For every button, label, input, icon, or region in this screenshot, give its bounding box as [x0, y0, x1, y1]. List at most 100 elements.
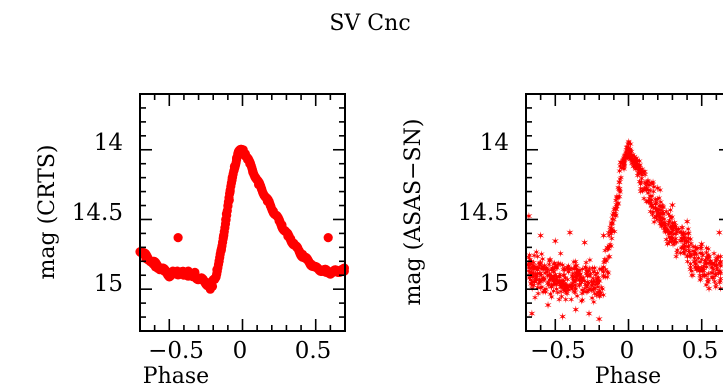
asassn-data-point: ✶ [562, 295, 570, 306]
asassn-data-point: ✶ [656, 186, 664, 197]
asassn-data-point: ✶ [712, 271, 720, 282]
asassn-data-point: ✶ [562, 282, 570, 293]
crts-y-axis-label: mag (CRTS) [35, 145, 60, 280]
asassn-data-point: ✶ [588, 277, 596, 288]
asassn-data-point: ✶ [548, 264, 556, 275]
crts-y-tick-label: 14 [94, 130, 123, 156]
asassn-data-point: ✶ [578, 296, 586, 307]
asassn-data-point: ✶ [576, 265, 584, 276]
asassn-data-point: ✶ [683, 236, 691, 247]
asassn-data-point: ✶ [625, 137, 633, 148]
asassn-data-point: ✶ [628, 156, 636, 167]
asassn-data-point: ✶ [696, 266, 704, 277]
asassn-data-point: ✶ [578, 286, 586, 297]
asassn-data-point: ✶ [568, 283, 576, 294]
asassn-data-point: ✶ [591, 284, 599, 295]
asassn-data-point: ✶ [653, 206, 661, 217]
asassn-data-point: ✶ [699, 265, 707, 276]
asassn-data-point: ✶ [710, 249, 718, 260]
asassn-data-point: ✶ [669, 236, 677, 247]
asassn-data-point: ✶ [673, 224, 681, 235]
asassn-data-point: ✶ [643, 184, 651, 195]
asassn-data-point: ✶ [656, 210, 664, 221]
asassn-data-point: ✶ [713, 264, 721, 275]
asassn-data-point: ✶ [593, 274, 601, 285]
asassn-data-point: ✶ [539, 274, 547, 285]
asassn-data-point: ✶ [681, 230, 689, 241]
asassn-data-point: ✶ [708, 268, 716, 279]
asassn-data-point: ✶ [672, 252, 680, 263]
asassn-data-point: ✶ [657, 219, 665, 230]
asassn-data-point: ✶ [547, 283, 555, 294]
asassn-data-point: ✶ [716, 269, 723, 280]
asassn-data-point: ✶ [589, 263, 597, 274]
asassn-data-point: ✶ [621, 151, 629, 162]
asassn-data-point: ✶ [589, 285, 597, 296]
asassn-data-point: ✶ [603, 243, 611, 254]
asassn-data-point: ✶ [608, 219, 616, 230]
asassn-data-point: ✶ [684, 229, 692, 240]
asassn-data-point: ✶ [525, 251, 533, 262]
asassn-data-point: ✶ [582, 269, 590, 280]
asassn-data-point: ✶ [610, 209, 618, 220]
asassn-data-point: ✶ [569, 269, 577, 280]
asassn-data-point: ✶ [630, 155, 638, 166]
asassn-data-point: ✶ [668, 212, 676, 223]
asassn-data-point: ✶ [696, 275, 704, 286]
asassn-data-point: ✶ [534, 266, 542, 277]
asassn-data-point: ✶ [712, 269, 720, 280]
asassn-data-point: ✶ [635, 177, 643, 188]
asassn-data-point: ✶ [602, 255, 610, 266]
asassn-data-point: ✶ [588, 294, 596, 305]
asassn-data-point: ✶ [583, 283, 591, 294]
asassn-data-point: ✶ [556, 270, 564, 281]
asassn-data-point: ✶ [694, 263, 702, 274]
asassn-data-point: ✶ [575, 276, 583, 287]
asassn-data-point: ✶ [608, 219, 616, 230]
asassn-data-point: ✶ [571, 283, 579, 294]
asassn-data-point: ✶ [578, 278, 586, 289]
asassn-data-point: ✶ [671, 221, 679, 232]
asassn-data-point: ✶ [527, 280, 535, 291]
asassn-data-point: ✶ [598, 283, 606, 294]
asassn-data-point: ✶ [704, 275, 712, 286]
asassn-x-tick-label: 0.5 [682, 338, 719, 364]
asassn-data-point: ✶ [667, 234, 675, 245]
asassn-data-point: ✶ [563, 280, 571, 291]
asassn-data-point: ✶ [691, 247, 699, 258]
asassn-data-point: ✶ [671, 238, 679, 249]
asassn-data-point: ✶ [716, 267, 723, 278]
asassn-data-point: ✶ [615, 166, 623, 177]
asassn-data-point: ✶ [619, 160, 627, 171]
asassn-data-point: ✶ [647, 178, 655, 189]
asassn-data-point: ✶ [560, 285, 568, 296]
asassn-data-point: ✶ [612, 200, 620, 211]
asassn-x-tick-label: 0 [620, 338, 635, 364]
asassn-data-point: ✶ [574, 268, 582, 279]
asassn-data-point: ✶ [665, 238, 673, 249]
asassn-data-point: ✶ [580, 236, 589, 249]
asassn-data-point: ✶ [527, 276, 535, 287]
asassn-data-point: ✶ [527, 308, 536, 321]
asassn-data-point: ✶ [627, 152, 635, 163]
asassn-data-point: ✶ [537, 269, 545, 280]
asassn-data-point: ✶ [534, 263, 542, 274]
asassn-data-point: ✶ [672, 229, 680, 240]
asassn-data-point: ✶ [692, 265, 700, 276]
asassn-data-point: ✶ [642, 184, 650, 195]
asassn-data-point: ✶ [630, 152, 638, 163]
asassn-data-point: ✶ [599, 272, 607, 283]
asassn-data-point: ✶ [701, 259, 709, 270]
asassn-data-point: ✶ [705, 259, 713, 270]
asassn-data-point: ✶ [639, 167, 647, 178]
asassn-data-point: ✶ [611, 204, 619, 215]
asassn-data-point: ✶ [684, 224, 692, 235]
asassn-data-point: ✶ [561, 274, 569, 285]
asassn-data-point: ✶ [650, 213, 658, 224]
asassn-data-point: ✶ [652, 199, 660, 210]
asassn-data-point: ✶ [627, 153, 635, 164]
asassn-data-point: ✶ [636, 165, 644, 176]
asassn-data-point: ✶ [586, 272, 594, 283]
asassn-data-point: ✶ [656, 216, 664, 227]
asassn-data-point: ✶ [621, 151, 629, 162]
